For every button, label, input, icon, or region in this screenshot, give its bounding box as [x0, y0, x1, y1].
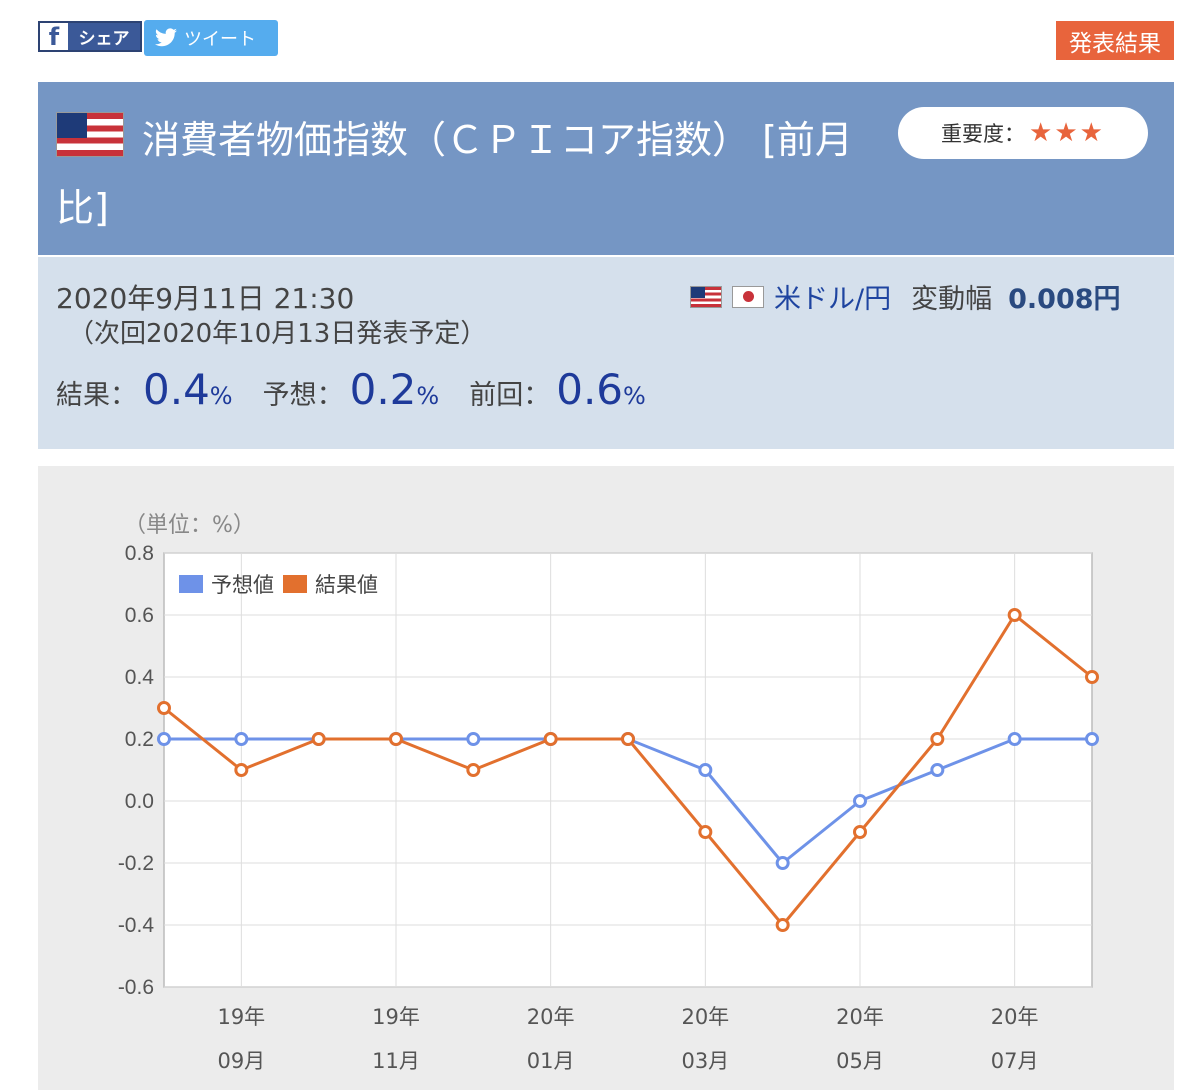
previous-label: 前回：: [469, 380, 551, 411]
previous-unit: %: [623, 382, 646, 410]
y-tick-label: 0.4: [125, 666, 155, 689]
data-point-result: [775, 918, 790, 932]
unit-label: （単位：%）: [124, 513, 255, 538]
data-point-forecast: [1007, 732, 1022, 746]
facebook-share-label: シェア: [78, 29, 130, 49]
result-label: 結果：: [56, 380, 137, 411]
twitter-share-label: ツイート: [184, 29, 256, 50]
x-tick-label: 20年: [991, 1005, 1039, 1029]
data-point-result: [389, 732, 403, 746]
chart-panel: 0.8 0.6 0.4 0.2 0.0 -0.2 -0.4 -0.6 19年 09月 19年 11月 2…: [38, 466, 1174, 1090]
x-tick-label: 19年: [372, 1005, 420, 1029]
x-tick-label: 20年: [527, 1005, 575, 1029]
data-point-result: [853, 825, 867, 839]
x-tick-label: 20年: [836, 1005, 884, 1029]
data-point-result: [1085, 670, 1099, 684]
us-flag-small-icon: [690, 285, 722, 308]
y-tick-label: -0.2: [118, 852, 154, 875]
legend-label: 予想値: [211, 573, 274, 597]
legend-swatch: [281, 573, 309, 595]
x-tick-label: 01月: [527, 1049, 575, 1073]
indicator-header: 消費者物価指数（ＣＰＩコア指数） [前月 比] 重要度： ★★★: [38, 82, 1174, 255]
importance-badge: 重要度： ★★★: [898, 107, 1148, 159]
release-result-button[interactable]: 発表結果: [1056, 21, 1174, 60]
y-tick-label: -0.6: [118, 976, 154, 999]
data-point-forecast: [234, 732, 249, 746]
forecast-value: 0.2: [349, 365, 417, 414]
data-point-result: [311, 732, 326, 746]
data-point-result: [466, 763, 481, 777]
facebook-icon: f: [40, 23, 68, 51]
previous-value: 0.6: [556, 365, 624, 414]
forecast-label: 予想：: [262, 380, 344, 411]
range-label: 変動幅: [911, 284, 993, 315]
x-tick-label: 09月: [217, 1049, 265, 1073]
y-tick-label: 0.8: [125, 542, 154, 565]
data-point-result: [930, 732, 945, 746]
release-info-panel: 2020年9月11日 21:30 （次回2020年10月13日発表予定） 米ドル…: [38, 257, 1174, 449]
indicator-title-cont: 比]: [56, 186, 109, 230]
data-point-forecast: [1085, 732, 1099, 746]
star-rating-icon: ★★★: [1029, 118, 1105, 148]
us-flag-icon: [56, 112, 124, 157]
currency-pair-info: 米ドル/円 変動幅 0.008円: [690, 277, 1121, 316]
twitter-bird-icon: [155, 28, 177, 47]
forecast-unit: %: [416, 382, 440, 410]
data-point-forecast: [466, 732, 481, 746]
x-tick-label: 03月: [681, 1049, 729, 1073]
y-tick-label: -0.4: [118, 914, 155, 937]
data-point-forecast: [930, 763, 945, 777]
next-release-date: （次回2020年10月13日発表予定）: [68, 319, 487, 349]
data-point-forecast: [157, 732, 171, 746]
importance-label: 重要度：: [941, 122, 1026, 146]
stats-row: 結果： 0.4 % 予想： 0.2 % 前回： 0.6 %: [56, 365, 676, 414]
data-point-forecast: [698, 763, 713, 777]
legend-swatch: [177, 573, 205, 595]
line-chart: 0.8 0.6 0.4 0.2 0.0 -0.2 -0.4 -0.6 19年 09月 19年 11月 2…: [118, 513, 1099, 1073]
data-point-result: [621, 732, 635, 746]
release-date: 2020年9月11日 21:30: [56, 282, 355, 315]
x-tick-label: 07月: [991, 1049, 1039, 1073]
data-point-result: [543, 732, 558, 746]
x-tick-label: 11月: [372, 1049, 420, 1073]
result-unit: %: [209, 382, 233, 410]
result-value: 0.4: [143, 365, 210, 414]
facebook-share-button[interactable]: f シェア: [38, 21, 142, 52]
data-point-result: [1007, 608, 1022, 622]
legend-label: 結果値: [315, 573, 378, 597]
plot-area: [163, 552, 1093, 988]
data-point-forecast: [775, 856, 790, 870]
indicator-title: 消費者物価指数（ＣＰＩコア指数） [前月: [142, 118, 853, 162]
data-point-result: [234, 763, 249, 777]
y-tick-label: 0.0: [125, 790, 154, 813]
data-point-result: [157, 701, 171, 715]
range-value: 0.008円: [1008, 284, 1121, 315]
data-point-forecast: [853, 794, 867, 808]
data-point-result: [698, 825, 713, 839]
x-tick-label: 19年: [217, 1005, 265, 1029]
x-tick-label: 05月: [836, 1049, 884, 1073]
twitter-share-button[interactable]: ツイート: [144, 20, 278, 56]
y-tick-label: 0.6: [125, 604, 154, 627]
y-tick-label: 0.2: [125, 728, 154, 751]
x-tick-label: 20年: [681, 1005, 729, 1029]
currency-pair-link[interactable]: 米ドル/円: [774, 284, 892, 315]
jp-flag-icon: [732, 285, 764, 308]
